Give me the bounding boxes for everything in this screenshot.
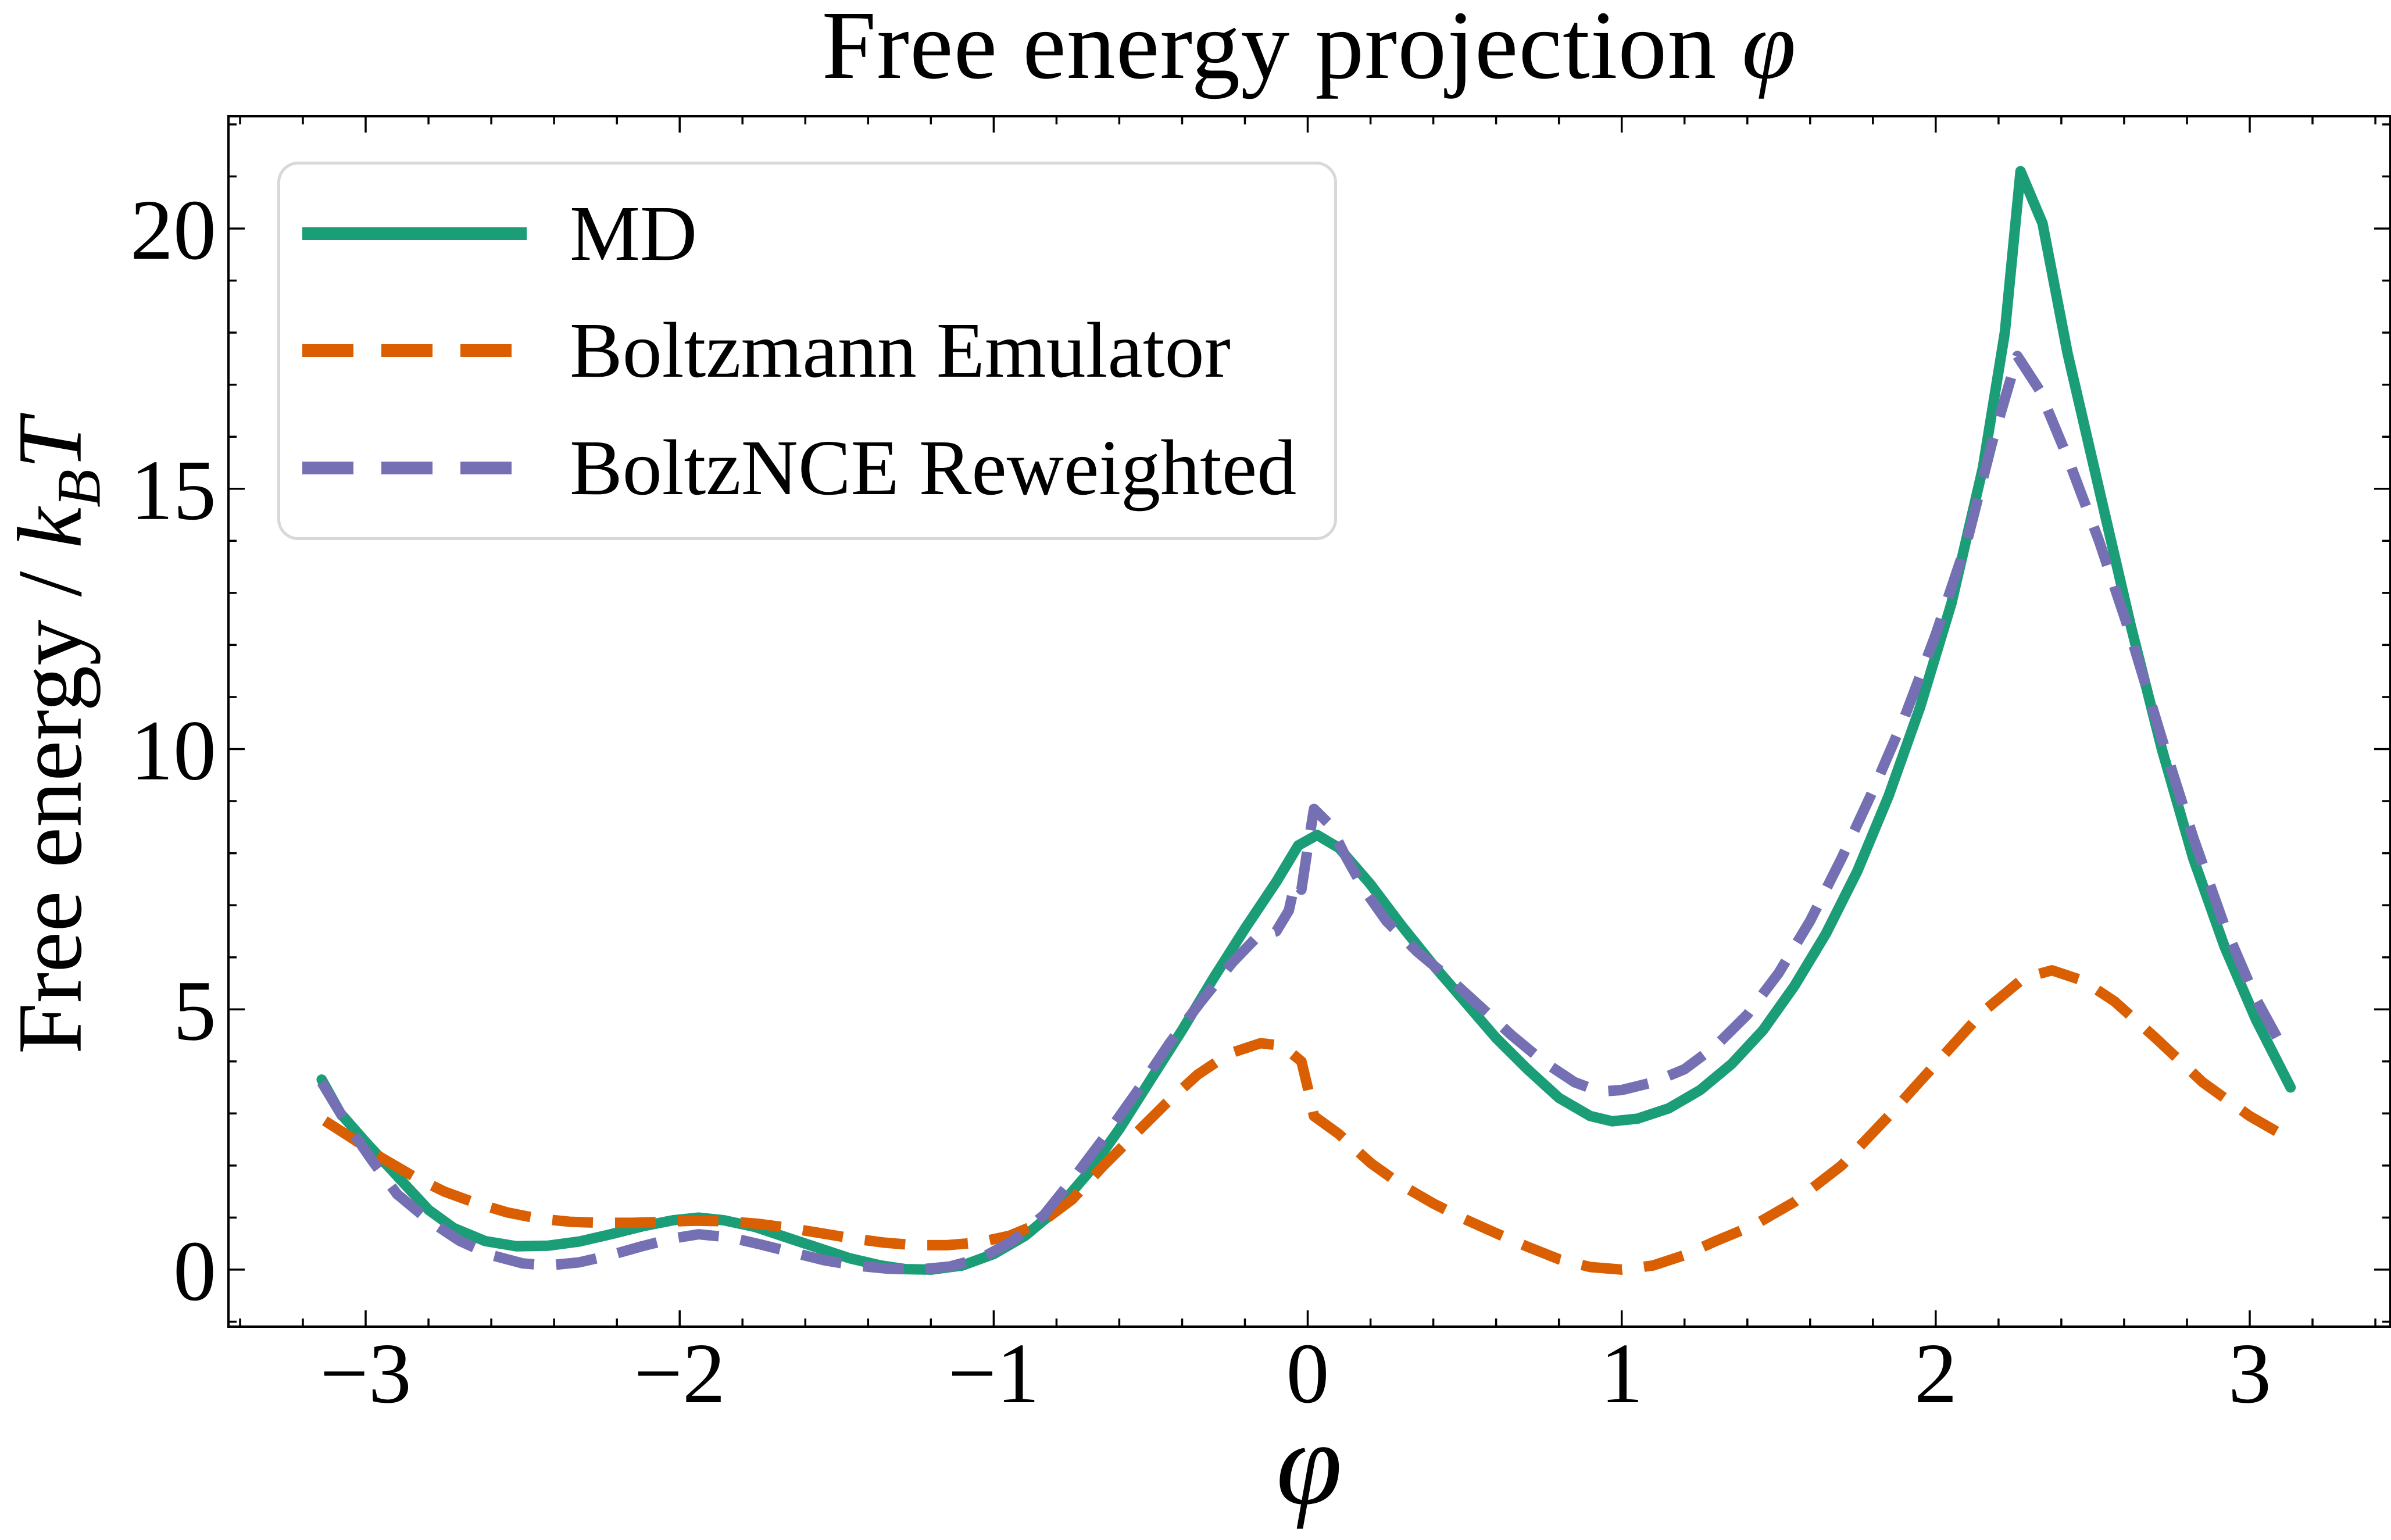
- boltzmann-emulator-line-sample: [302, 344, 527, 358]
- legend-label-md: MD: [570, 190, 698, 277]
- legend-entry-md: MD: [301, 181, 1334, 286]
- y-tick-label: 10: [130, 703, 216, 799]
- x-tick-label: −3: [320, 1326, 411, 1421]
- x-tick-label: −1: [948, 1326, 1039, 1421]
- x-tick-label: 0: [1286, 1326, 1329, 1421]
- legend-entry-boltznce-reweighted: BoltzNCE Reweighted: [301, 416, 1334, 520]
- x-axis-label: φ: [1276, 1398, 1342, 1530]
- chart-title: Free energy projection φ: [822, 0, 1797, 102]
- axes-spines: [227, 115, 2391, 1328]
- y-tick-label: 5: [173, 963, 216, 1059]
- y-tick-label: 15: [130, 443, 216, 538]
- x-tick-label: 1: [1600, 1326, 1643, 1421]
- y-tick-label: 20: [130, 183, 216, 278]
- md-line-sample: [302, 227, 527, 240]
- y-tick-label: 0: [173, 1224, 216, 1319]
- series-line-boltzmann-emulator: [321, 965, 2293, 1275]
- series-line-boltznce-reweighted: [317, 351, 2292, 1275]
- x-tick-label: −2: [634, 1326, 725, 1421]
- legend-box: MD Boltzmann Emulator BoltzNCE Reweighte…: [277, 162, 1337, 540]
- x-tick-label: 3: [2228, 1326, 2271, 1421]
- axis-ticks: [228, 116, 2390, 1327]
- boltznce-reweighted-line-sample: [302, 462, 527, 475]
- y-axis-label: Free energy / kBT: [0, 418, 114, 1055]
- legend-label-boltznce-reweighted: BoltzNCE Reweighted: [570, 424, 1297, 512]
- x-tick-label: 2: [1914, 1326, 1957, 1421]
- phi-symbol: φ: [1742, 0, 1797, 99]
- legend-label-boltzmann-emulator: Boltzmann Emulator: [570, 307, 1231, 395]
- legend-entry-boltzmann-emulator: Boltzmann Emulator: [301, 298, 1334, 403]
